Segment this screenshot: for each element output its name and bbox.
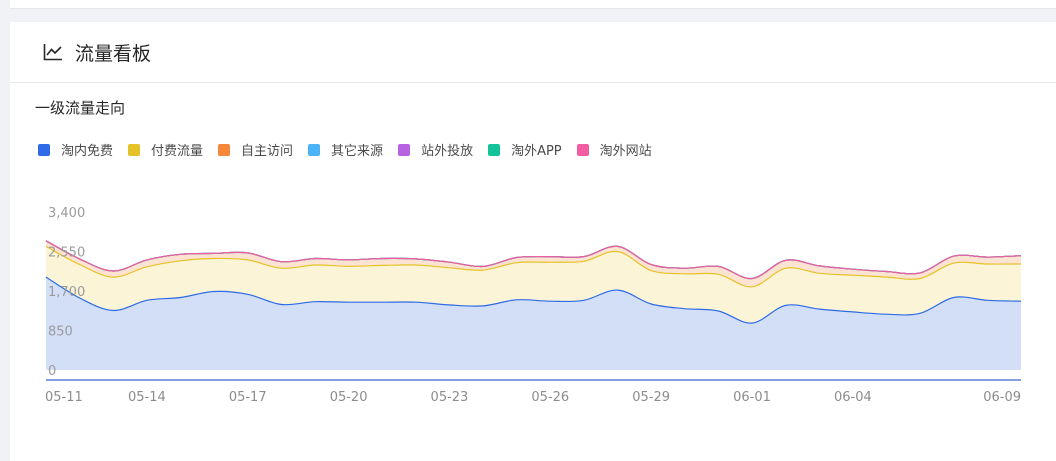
legend-item[interactable]: 淘外网站 [576, 140, 652, 159]
section-title: 一级流量走向 [35, 99, 126, 117]
x-tick-label: 05-17 [229, 390, 267, 405]
previous-card [10, 0, 1056, 9]
legend-swatch [308, 143, 321, 156]
x-tick-label: 06-09 [983, 390, 1021, 405]
series-line [45, 245, 1022, 288]
x-tick-label: 05-20 [330, 390, 368, 405]
legend-item[interactable]: 淘内免费 [38, 140, 113, 159]
x-tick-label: 05-23 [431, 390, 469, 405]
legend-label: 自主访问 [241, 144, 294, 159]
y-tick-label: 2,550 [48, 246, 85, 261]
legend-item[interactable]: 其它来源 [308, 140, 383, 159]
traffic-dashboard-card: 流量看板 [10, 22, 1056, 461]
legend-swatch [218, 143, 231, 156]
x-tick-label: 05-11 [45, 390, 83, 405]
legend-swatch [576, 143, 589, 156]
series-line [45, 240, 1022, 280]
chart-legend: 淘内免费 付费流量 自主访问 其它来源 站外投放 淘外APP 淘外网站 [38, 140, 667, 159]
area-series[interactable] [46, 277, 1021, 370]
legend-label: 淘外APP [511, 144, 562, 159]
x-tick-label: 05-26 [531, 390, 569, 405]
card-title: 流量看板 [75, 42, 152, 65]
legend-swatch [38, 143, 50, 156]
legend-item[interactable]: 淘外APP [488, 140, 562, 159]
x-tick-label: 06-04 [834, 390, 872, 405]
legend-label: 付费流量 [151, 144, 204, 159]
y-tick-label: 1,700 [48, 285, 85, 300]
x-tick-label: 05-29 [632, 390, 670, 405]
card-header: 流量看板 [10, 22, 1056, 83]
legend-label: 淘内免费 [61, 144, 114, 159]
legend-item[interactable]: 站外投放 [398, 140, 473, 159]
legend-label: 淘外网站 [599, 144, 652, 159]
series-line [45, 276, 1022, 324]
legend-swatch [128, 143, 141, 156]
x-tick-label: 06-01 [733, 390, 771, 405]
y-tick-label: 0 [48, 364, 56, 379]
legend-label: 站外投放 [421, 144, 474, 159]
line-chart-icon [43, 43, 63, 61]
x-tick-label: 05-14 [128, 390, 166, 405]
legend-item[interactable]: 付费流量 [128, 140, 203, 159]
legend-swatch [488, 143, 501, 156]
legend-item[interactable]: 自主访问 [218, 140, 293, 159]
y-tick-label: 850 [48, 325, 73, 340]
area-layers [46, 240, 1021, 370]
y-tick-label: 3,400 [48, 206, 85, 221]
legend-swatch [398, 143, 411, 156]
legend-label: 其它来源 [331, 144, 384, 159]
